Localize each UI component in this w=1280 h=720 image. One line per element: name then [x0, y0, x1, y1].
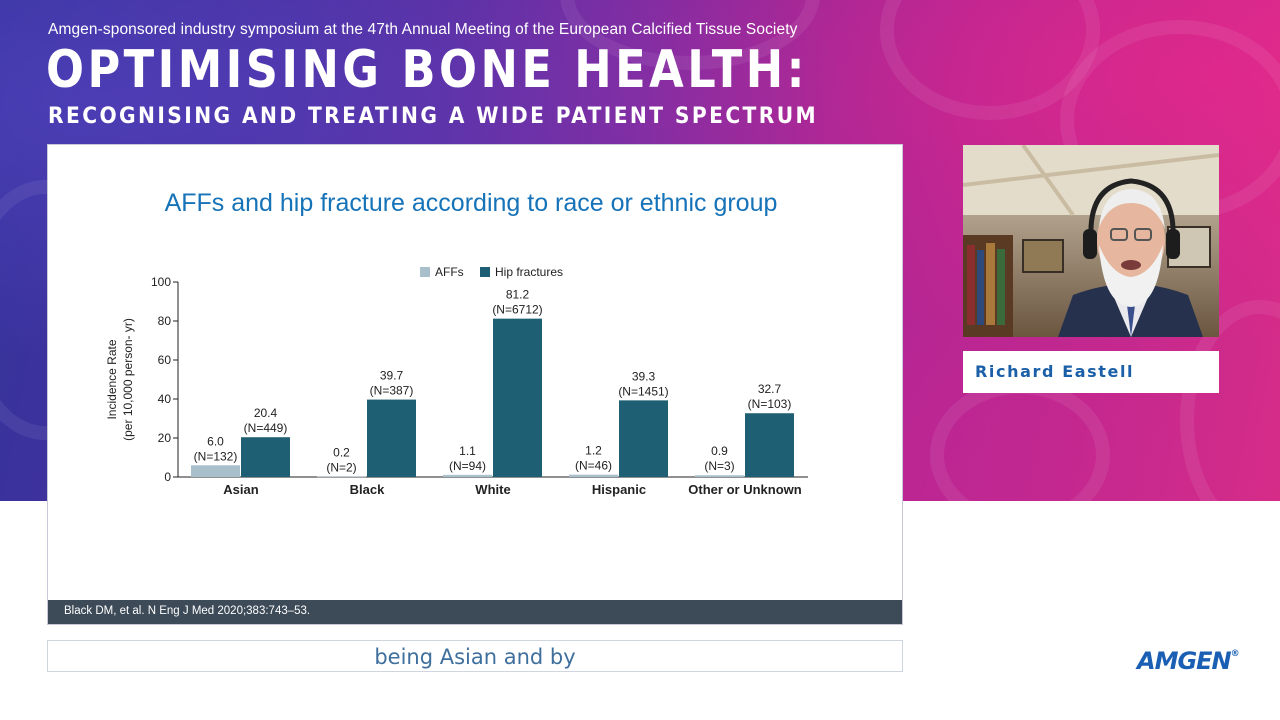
bar-affs	[317, 476, 366, 478]
data-label-value: 1.1	[459, 444, 476, 458]
data-label-count: (N=94)	[449, 459, 486, 473]
page-subtitle: RECOGNISING AND TREATING A WIDE PATIENT …	[48, 104, 819, 129]
data-label-value: 0.9	[711, 444, 728, 458]
legend-swatch-affs	[420, 267, 430, 277]
symposium-line: Amgen-sponsored industry symposium at th…	[48, 21, 798, 38]
bar-chart: 0 20 40 60 80 100 Incidence Rate (per 10,000 pe…	[105, 265, 808, 497]
data-label-count: (N=2)	[326, 461, 356, 475]
y-axis-label: Incidence Rate	[105, 339, 119, 419]
data-label-count: (N=1451)	[618, 384, 668, 398]
data-label-value: 0.2	[333, 446, 350, 460]
y-axis-label-units: (per 10,000 person- yr)	[121, 318, 135, 441]
x-category-label: Hispanic	[592, 482, 646, 497]
bar-hip-fractures	[493, 318, 542, 477]
slide-footer-citation: Black DM, et al. N Eng J Med 2020;383:74…	[48, 600, 902, 624]
live-caption: being Asian and by	[47, 640, 903, 672]
presentation-slide: AFFs and hip fracture according to race …	[47, 144, 903, 625]
bar-hip-fractures	[619, 400, 668, 477]
data-label-count: (N=449)	[244, 421, 288, 435]
bar-affs	[443, 474, 492, 477]
data-label-count: (N=6712)	[492, 303, 542, 317]
x-category-label: Black	[350, 482, 385, 497]
data-label-count: (N=46)	[575, 459, 612, 473]
data-label-value: 1.2	[585, 444, 602, 458]
data-label-count: (N=132)	[194, 449, 238, 463]
data-label-value: 39.3	[632, 369, 656, 383]
bar-hip-fractures	[367, 399, 416, 477]
speaker-name-plate: Richard Eastell	[963, 351, 1219, 393]
bar-affs	[569, 474, 618, 477]
bone-texture	[930, 380, 1110, 501]
registered-mark: ®	[1230, 649, 1240, 659]
bar-hip-fractures	[745, 413, 794, 477]
y-tick-label: 20	[158, 431, 172, 445]
slide-title: AFFs and hip fracture according to race …	[164, 189, 778, 217]
y-tick-label: 40	[158, 392, 172, 406]
data-label-count: (N=103)	[748, 397, 792, 411]
x-category-label: Other or Unknown	[688, 482, 801, 497]
y-tick-label: 80	[158, 314, 172, 328]
legend-label: AFFs	[435, 265, 464, 279]
bar-affs	[191, 465, 240, 477]
data-label-value: 81.2	[506, 288, 530, 302]
x-category-label: Asian	[223, 482, 258, 497]
y-tick-label: 100	[151, 275, 171, 289]
speaker-name: Richard Eastell	[975, 362, 1135, 381]
data-label-count: (N=387)	[370, 384, 414, 398]
data-label-value: 6.0	[207, 434, 224, 448]
data-label-value: 32.7	[758, 382, 782, 396]
amgen-logo: AMGEN®	[1137, 647, 1240, 675]
logo-text: AMGEN	[1137, 647, 1232, 675]
caption-text: being Asian and by	[374, 645, 576, 669]
y-tick-label: 0	[164, 470, 171, 484]
data-label-value: 39.7	[380, 369, 404, 383]
speaker-video	[963, 145, 1219, 337]
bar-affs	[695, 475, 744, 477]
legend-label: Hip fractures	[495, 265, 563, 279]
data-label-value: 20.4	[254, 406, 278, 420]
bar-hip-fractures	[241, 437, 290, 477]
page-title: OPTIMISING BONE HEALTH:	[46, 40, 808, 100]
y-tick-label: 60	[158, 353, 172, 367]
data-label-count: (N=3)	[704, 459, 734, 473]
speaker-video-icon	[963, 145, 1219, 337]
x-category-label: White	[475, 482, 510, 497]
legend-swatch-hip-fractures	[480, 267, 490, 277]
